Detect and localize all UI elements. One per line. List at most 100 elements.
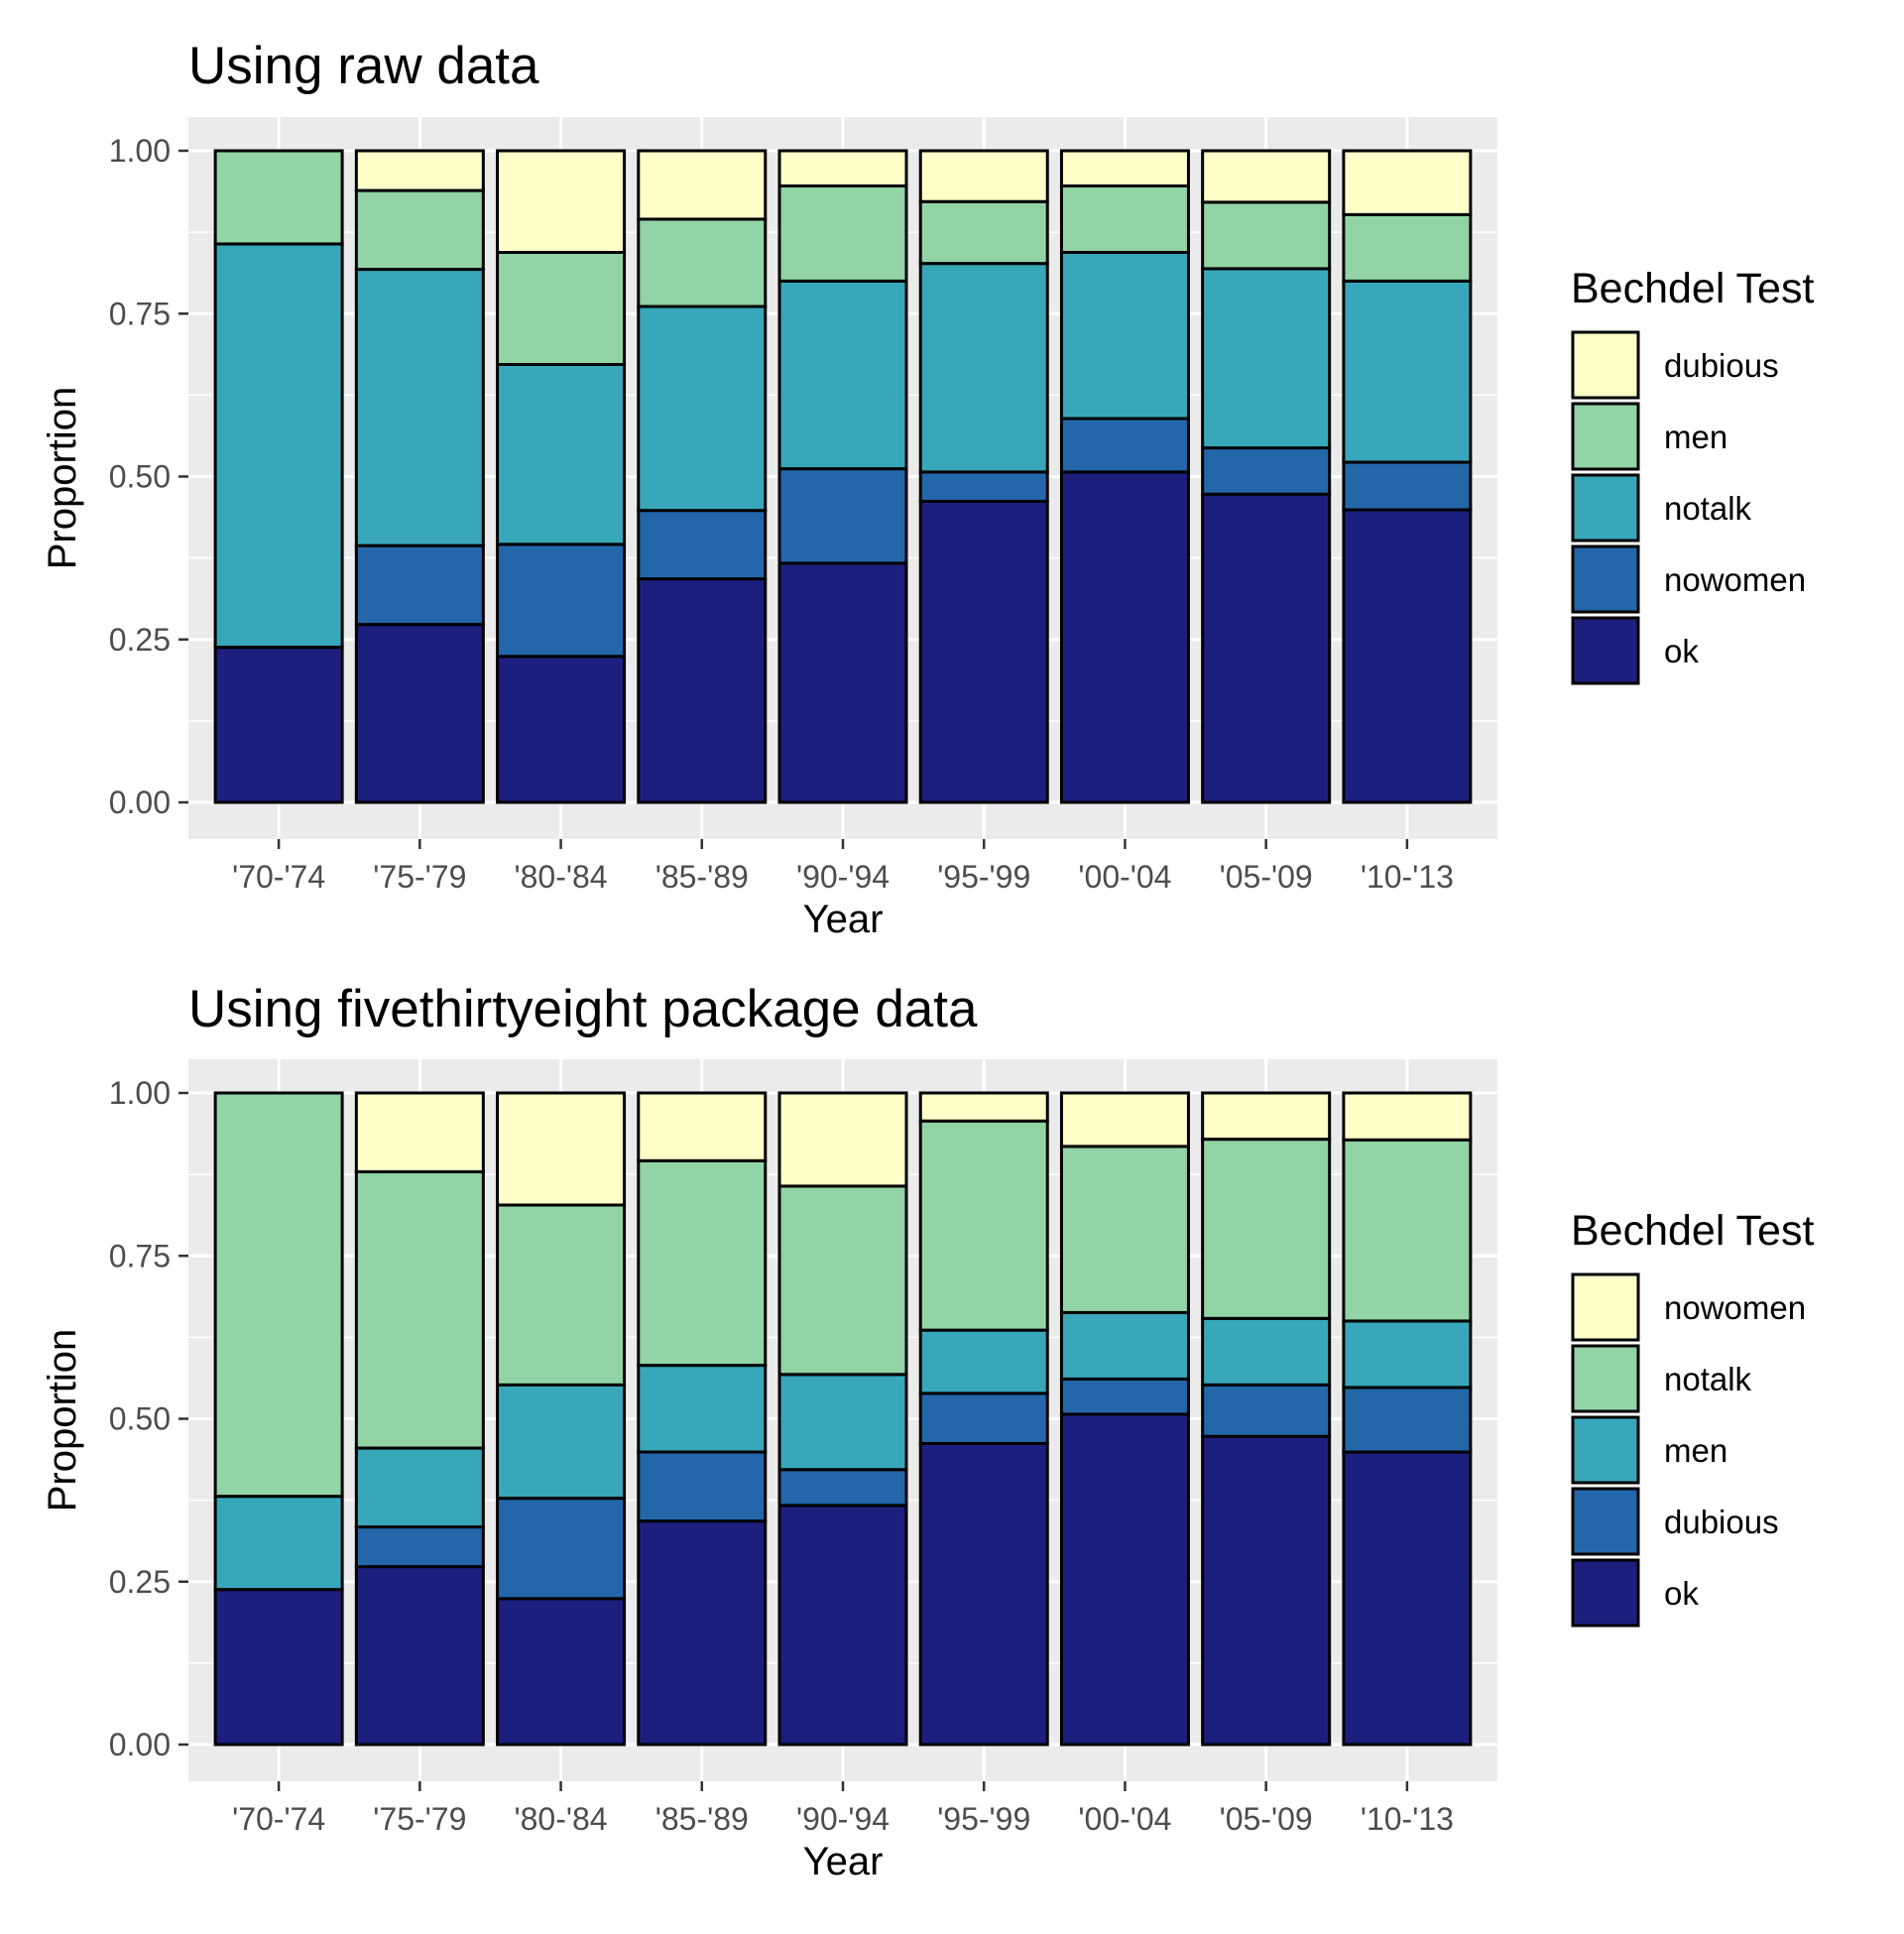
legend-key-ok [1571, 616, 1640, 685]
bar-segment-ok [918, 1441, 1049, 1747]
bar-segment-notalk [1201, 267, 1332, 450]
bar-segment-men [918, 1328, 1049, 1395]
bar-segment-ok [637, 1519, 768, 1747]
x-tick-label: '05-'09 [1220, 1801, 1313, 1837]
bar-segment-nowomen [1342, 460, 1473, 512]
bar-segment-notalk [777, 279, 908, 471]
bar-segment-dubious [1201, 149, 1332, 204]
x-tick-label: '85-'89 [655, 1801, 749, 1837]
bar-segment-notalk [637, 304, 768, 513]
x-tick-label: '05-'09 [1220, 859, 1313, 895]
bar-segment-nowomen [1201, 1091, 1332, 1142]
bar-segment-ok [777, 561, 908, 804]
bar-segment-nowomen [777, 467, 908, 565]
bar-segment-notalk [496, 362, 627, 546]
bar-segment-dubious [1059, 149, 1190, 187]
bar-segment-notalk [213, 242, 344, 650]
chart-fivethirtyeight-data: Using fivethirtyeight package data 0.000… [41, 980, 1814, 1883]
bar-segment-men [213, 1495, 344, 1592]
legend-key-notalk [1571, 473, 1640, 543]
legend-key-nowomen [1571, 544, 1640, 614]
bar-segment-ok [637, 577, 768, 804]
bar-segment-men [354, 188, 485, 272]
y-tick-label: 0.50 [109, 459, 171, 495]
legend-label-ok: ok [1664, 1575, 1699, 1612]
legend: Bechdel Test dubious men notalk nowomen ok [1571, 265, 1814, 685]
y-tick-label: 0.75 [109, 296, 171, 331]
bar-segment-men [918, 199, 1049, 266]
bar-segment-ok [496, 655, 627, 804]
x-tick-label: '95-'99 [937, 1801, 1030, 1837]
bar-segment-men [1201, 1316, 1332, 1387]
bar-segment-men [1342, 212, 1473, 283]
legend-key-men [1571, 1415, 1640, 1485]
bar-segment-notalk [1201, 1138, 1332, 1320]
bars [213, 1091, 1473, 1747]
y-tick-label: 0.00 [109, 1727, 171, 1762]
legend-label-men: men [1664, 1432, 1727, 1469]
y-tick-label: 0.25 [109, 622, 171, 658]
bar-segment-nowomen [777, 1091, 908, 1188]
legend-key-men [1571, 402, 1640, 471]
bar-segment-dubious [496, 1497, 627, 1601]
y-axis-title: Proportion [41, 387, 84, 570]
bar-segment-men [213, 149, 344, 246]
bar-segment-dubious [354, 1525, 485, 1569]
y-tick-label: 1.00 [109, 133, 171, 169]
legend-label-notalk: notalk [1664, 1361, 1752, 1397]
bar-segment-dubious [1342, 1386, 1473, 1454]
x-axis-title: Year [803, 1840, 884, 1883]
bar-segment-nowomen [637, 1091, 768, 1162]
legend-label-ok: ok [1664, 633, 1699, 669]
x-tick-label: '10-'13 [1361, 1801, 1454, 1837]
bar-segment-ok [1059, 1412, 1190, 1747]
bar-segment-men [637, 217, 768, 308]
y-tick-label: 0.25 [109, 1564, 171, 1600]
bar-segment-nowomen [637, 509, 768, 581]
x-tick-label: '75-'79 [373, 859, 466, 895]
bar-segment-notalk [777, 1184, 908, 1377]
bar-segment-nowomen [1342, 1091, 1473, 1142]
x-tick-label: '10-'13 [1361, 859, 1454, 895]
bar-segment-men [1059, 1310, 1190, 1381]
x-axis-ticks: '70-'74 '75-'79 '80-'84 '85-'89 '90-'94 '95-'… [232, 1781, 1454, 1837]
x-axis-title: Year [803, 898, 884, 941]
legend-label-men: men [1664, 419, 1727, 455]
legend-title: Bechdel Test [1571, 1207, 1814, 1255]
x-tick-label: '70-'74 [232, 859, 325, 895]
bar-segment-ok [496, 1597, 627, 1747]
x-tick-label: '00-'04 [1078, 1801, 1171, 1837]
bar-segment-notalk [1342, 1138, 1473, 1323]
legend-label-dubious: dubious [1664, 347, 1779, 384]
bars [213, 149, 1473, 804]
bar-segment-dubious [637, 149, 768, 221]
x-axis-ticks: '70-'74 '75-'79 '80-'84 '85-'89 '90-'94 '95-'… [232, 839, 1454, 895]
bar-segment-men [496, 1383, 627, 1501]
bar-segment-notalk [1059, 250, 1190, 421]
x-tick-label: '95-'99 [937, 859, 1030, 895]
bar-segment-men [1059, 183, 1190, 254]
bar-segment-ok [213, 646, 344, 804]
bar-segment-nowomen [1059, 1091, 1190, 1148]
bar-segment-ok [1201, 1434, 1332, 1747]
y-axis-ticks: 0.00 0.25 0.50 0.75 1.00 [109, 133, 188, 820]
bar-segment-nowomen [354, 1091, 485, 1173]
bar-segment-ok [777, 1504, 908, 1747]
bar-segment-dubious [777, 149, 908, 187]
bar-segment-nowomen [354, 544, 485, 627]
bar-segment-nowomen [918, 470, 1049, 503]
bar-segment-men [496, 250, 627, 366]
bar-segment-nowomen [1201, 446, 1332, 496]
bar-segment-ok [354, 623, 485, 804]
legend-key-ok [1571, 1558, 1640, 1628]
legend-key-dubious [1571, 330, 1640, 400]
bar-segment-men [777, 1373, 908, 1472]
bar-segment-notalk [496, 1203, 627, 1387]
bar-segment-notalk [354, 1169, 485, 1450]
legend-key-dubious [1571, 1487, 1640, 1556]
x-tick-label: '80-'84 [515, 1801, 608, 1837]
bar-segment-dubious [496, 149, 627, 254]
legend-label-dubious: dubious [1664, 1504, 1779, 1540]
y-tick-label: 0.50 [109, 1401, 171, 1437]
bar-segment-men [1342, 1319, 1473, 1390]
